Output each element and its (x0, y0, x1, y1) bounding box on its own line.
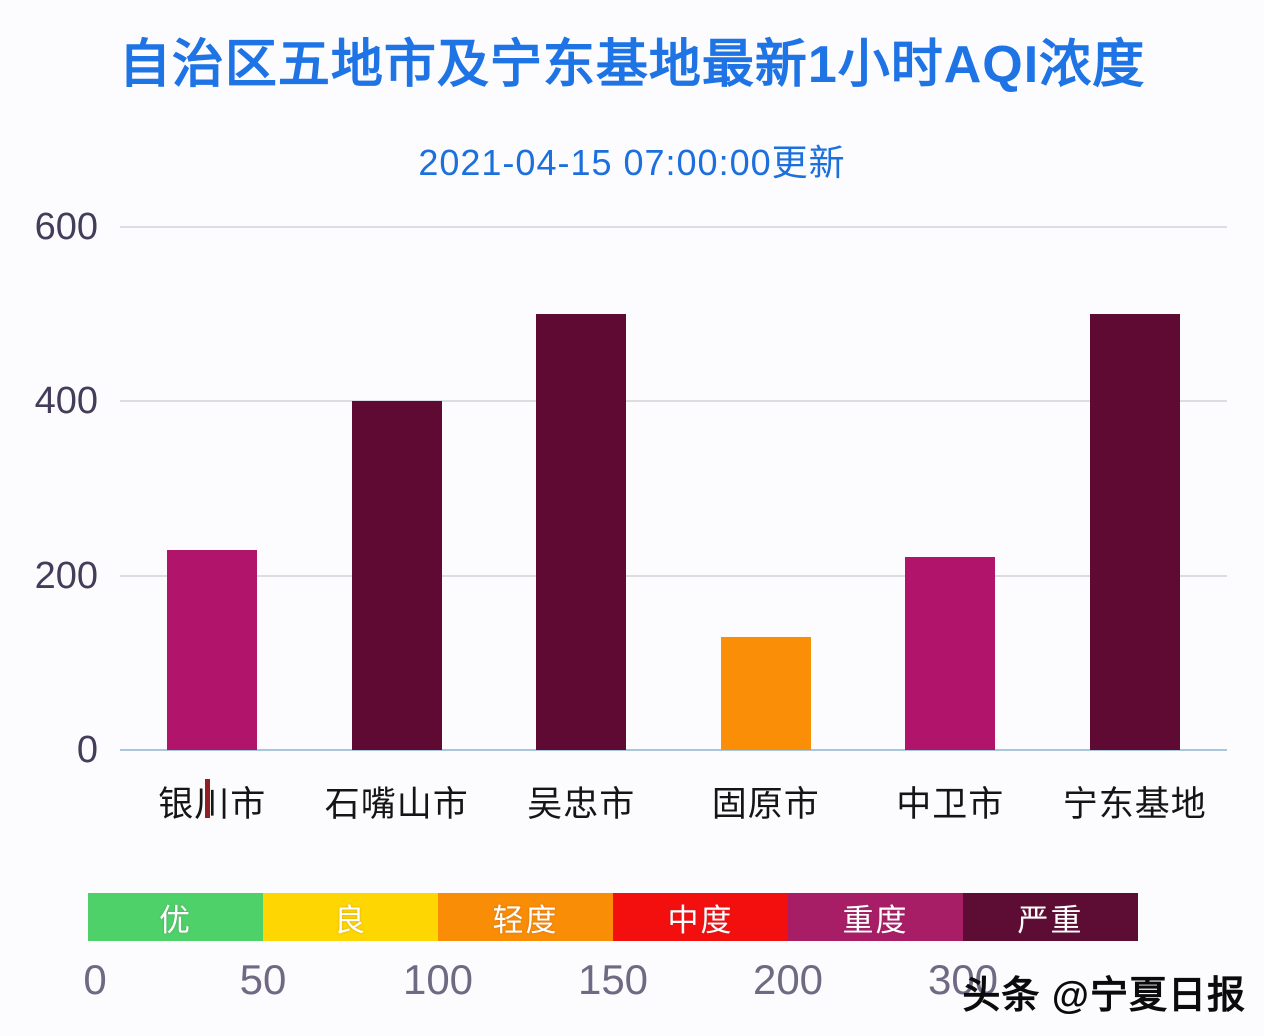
bar-group: 银川市 (120, 227, 305, 824)
x-axis-label: 银川市 (158, 785, 267, 824)
bar-group: 吴忠市 (489, 227, 674, 824)
gridline-400 (120, 400, 1227, 403)
legend-segment: 严重 (963, 893, 1138, 941)
aqi-bar (167, 549, 258, 750)
page-title: 自治区五地市及宁东基地最新1小时AQI浓度 (118, 36, 1146, 94)
aqi-bar (905, 556, 996, 750)
gridline-200 (120, 574, 1227, 577)
legend-scale-row: 0 50 100 150 200 300 (0, 956, 1264, 1006)
scale-tick: 50 (239, 956, 287, 1003)
scale-tick: 200 (752, 956, 824, 1003)
gridline-0 (120, 749, 1227, 751)
aqi-bar (351, 401, 442, 750)
scale-tick: 150 (577, 956, 649, 1003)
aqi-category-legend: 优 良 轻度 中度 重度 严重 (88, 893, 1138, 941)
y-tick-200: 200 (34, 554, 98, 597)
legend-label: 重度 (842, 902, 909, 938)
watermark: 头条 @宁夏日报 (962, 975, 1246, 1017)
y-tick-400: 400 (34, 380, 98, 423)
legend-segment: 中度 (613, 893, 788, 941)
legend-segment: 良 (263, 893, 438, 941)
bar-group: 固原市 (674, 227, 859, 824)
bar-group: 中卫市 (858, 227, 1043, 824)
legend-label: 优 (159, 902, 192, 938)
red-stroke-artifact (205, 779, 210, 818)
x-axis-label: 吴忠市 (527, 785, 636, 824)
update-time: 2021-04-15 07:00:00更新 (418, 142, 846, 183)
y-tick-0: 0 (76, 729, 98, 771)
legend-label: 良 (334, 902, 367, 938)
aqi-bar (720, 636, 811, 750)
x-axis-label: 中卫市 (896, 785, 1005, 824)
legend-segment: 优 (88, 893, 263, 941)
aqi-bar (536, 314, 627, 750)
scale-tick: 0 (83, 956, 107, 1003)
x-axis-label: 宁东基地 (1062, 785, 1207, 824)
scale-tick: 100 (402, 956, 474, 1003)
gridline-600 (120, 226, 1227, 228)
x-axis-label: 石嘴山市 (324, 785, 469, 824)
bar-slots: 银川市 石嘴山市 吴忠市 固原市 中卫市 宁东基地 (120, 227, 1228, 824)
bar-group: 石嘴山市 (305, 227, 490, 824)
legend-label: 中度 (667, 902, 734, 938)
x-axis-label: 固原市 (711, 785, 820, 824)
aqi-bar-chart: 0 200 400 600 银川市 石嘴山市 吴忠市 固原市 中卫市 宁东基地 (35, 206, 1228, 824)
bar-group: 宁东基地 (1043, 227, 1228, 824)
legend-label: 严重 (1017, 902, 1084, 938)
legend-segment: 轻度 (438, 893, 613, 941)
legend-label: 轻度 (492, 902, 559, 938)
y-tick-600: 600 (34, 206, 98, 248)
aqi-bar (1089, 314, 1180, 750)
scale-tick: 300 (927, 956, 999, 1003)
legend-segment: 重度 (788, 893, 963, 941)
